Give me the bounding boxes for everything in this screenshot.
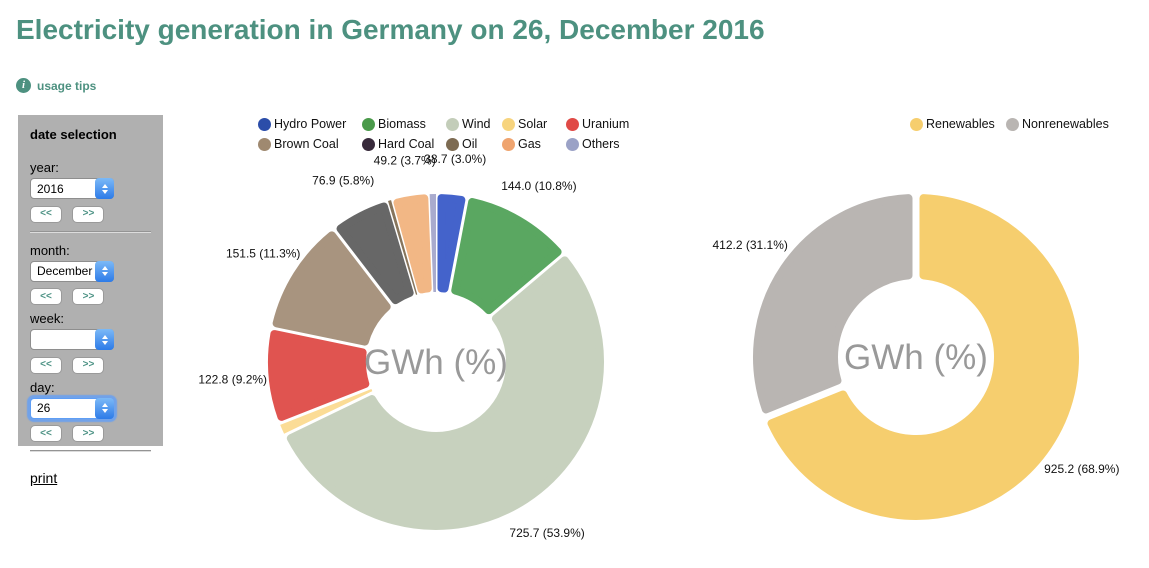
legend-marker-icon — [566, 117, 579, 131]
week-label: week: — [30, 311, 64, 326]
month-next-button[interactable]: >> — [72, 288, 105, 305]
slice-label-nonrenewables: 412.2 (31.1%) — [713, 238, 788, 252]
stepper-icon — [95, 397, 114, 419]
month-label: month: — [30, 242, 70, 258]
slice-label-wind: 725.7 (53.9%) — [509, 526, 584, 540]
legend-label: Hard Coal — [378, 137, 435, 151]
legend-label: Nonrenewables — [1022, 117, 1109, 131]
legend-marker-icon — [362, 137, 375, 151]
legend-item-uranium[interactable]: Uranium — [566, 117, 629, 131]
month-prev-button[interactable]: << — [30, 288, 62, 305]
slice-oil[interactable] — [388, 200, 418, 295]
legend-marker-icon — [362, 117, 375, 131]
slice-gas[interactable] — [393, 194, 432, 294]
legend-marker-icon — [502, 117, 515, 131]
donut-center-label: GWh (%) — [844, 338, 988, 377]
legend-marker-icon — [910, 117, 923, 131]
usage-tips-label: usage tips — [37, 78, 97, 93]
week-next-button[interactable]: >> — [72, 356, 105, 374]
legend-label: Wind — [462, 117, 491, 131]
week-prev-button[interactable]: << — [30, 356, 62, 374]
legend-label: Gas — [518, 137, 541, 151]
stepper-icon — [95, 329, 114, 350]
month-select-value: December — [37, 264, 93, 278]
legend-label: Renewables — [926, 117, 995, 131]
generation-donut-chart: 38.7 (3.0%) 144.0 (10.8%) 725.7 (53.9%) 122… — [198, 152, 604, 540]
legend-label: Others — [582, 137, 620, 151]
slice-label-brown-coal: 151.5 (11.3%) — [226, 247, 301, 261]
year-select-value: 2016 — [37, 181, 64, 196]
legend-marker-icon — [258, 137, 271, 151]
slice-renewables[interactable] — [767, 194, 1079, 520]
legend-label: Solar — [518, 117, 548, 131]
divider — [30, 450, 151, 452]
slice-solar[interactable] — [280, 389, 373, 434]
legend-item-gas[interactable]: Gas — [502, 137, 541, 151]
slice-label-biomass: 144.0 (10.8%) — [501, 179, 576, 193]
legend-item-hard-coal[interactable]: Hard Coal — [362, 137, 434, 151]
day-prev-button[interactable]: << — [30, 425, 62, 442]
year-prev-button[interactable]: << — [30, 205, 62, 223]
legend-item-renewables[interactable]: Renewables — [910, 117, 995, 131]
legend-label: Biomass — [378, 117, 426, 131]
legend-marker-icon — [502, 137, 515, 151]
day-select[interactable]: 26 — [30, 397, 114, 419]
legend-marker-icon — [258, 117, 271, 131]
usage-tips[interactable]: i usage tips — [16, 78, 96, 93]
slice-label-hard-coal: 76.9 (5.8%) — [312, 173, 374, 187]
slice-label-uranium: 122.8 (9.2%) — [198, 372, 267, 386]
legend-label: Hydro Power — [274, 117, 347, 131]
day-label: day: — [30, 379, 55, 395]
legend-label: Brown Coal — [274, 137, 339, 151]
legend-item-biomass[interactable]: Biomass — [362, 117, 426, 131]
month-select[interactable]: December — [30, 260, 114, 282]
date-selection-panel: date selection year: 2016 << >> month: D… — [18, 115, 163, 486]
stepper-icon — [95, 260, 114, 282]
slice-biomass[interactable] — [451, 198, 562, 315]
day-next-button[interactable]: >> — [72, 425, 105, 442]
year-select[interactable]: 2016 — [30, 178, 114, 199]
legend-marker-icon — [566, 137, 579, 151]
slice-label-gas: 49.2 (3.7%) — [374, 153, 436, 167]
stepper-icon — [95, 178, 114, 199]
legend-item-others[interactable]: Others — [566, 137, 620, 151]
slice-hydro-power[interactable] — [437, 194, 466, 293]
slice-wind[interactable] — [286, 256, 604, 530]
legend-item-oil[interactable]: Oil — [446, 137, 477, 151]
legend-label: Oil — [462, 137, 478, 151]
legend-marker-icon — [446, 117, 459, 131]
print-link[interactable]: print — [30, 470, 58, 486]
page-title: Electricity generation in Germany on 26,… — [16, 14, 765, 45]
legend-label: Uranium — [582, 117, 630, 131]
slice-nonrenewables[interactable] — [753, 194, 913, 414]
legend-item-nonrenewables[interactable]: Nonrenewables — [1006, 117, 1109, 131]
legend-item-solar[interactable]: Solar — [502, 117, 547, 131]
legend-marker-icon — [1006, 117, 1019, 131]
renewables-donut-chart: 925.2 (68.9%) 412.2 (31.1%) GWh (%) — [713, 194, 1119, 520]
donut-center-label: GWh (%) — [364, 343, 508, 382]
slice-hard-coal[interactable] — [336, 202, 414, 305]
legend-item-wind[interactable]: Wind — [446, 117, 490, 131]
day-select-value: 26 — [37, 401, 51, 415]
info-icon: i — [16, 78, 31, 93]
week-select[interactable] — [30, 329, 114, 350]
divider — [30, 230, 151, 233]
slice-label-renewables: 925.2 (68.9%) — [1044, 462, 1119, 476]
slice-others[interactable] — [429, 194, 436, 293]
legend-marker-icon — [446, 137, 459, 151]
slice-brown-coal[interactable] — [272, 231, 391, 346]
legend-item-brown-coal[interactable]: Brown Coal — [258, 137, 339, 151]
slice-label-hydro-power: 38.7 (3.0%) — [424, 152, 486, 166]
slice-uranium[interactable] — [268, 330, 370, 421]
legend-item-hydro-power[interactable]: Hydro Power — [258, 117, 346, 131]
year-label: year: — [30, 160, 59, 175]
year-next-button[interactable]: >> — [72, 205, 105, 223]
date-panel-title: date selection — [30, 127, 117, 142]
